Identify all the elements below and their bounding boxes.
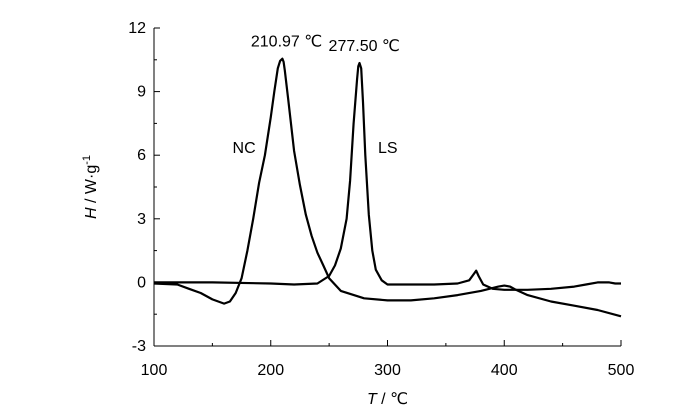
series-layer	[153, 57, 622, 318]
x-tick-label: 300	[374, 362, 401, 379]
y-axis-exponent: -1	[81, 155, 93, 165]
labels-layer: -3 0 3 6 9 12 100 200 300 400 500 210.97 ℃ 277.50 ℃ N…	[81, 20, 634, 408]
x-tick-label: 100	[141, 362, 168, 379]
peak-label-ls: 277.50 ℃	[329, 38, 400, 55]
y-axis-unit: / W·g	[83, 165, 100, 208]
y-tick-label: 12	[128, 20, 146, 37]
peak-label-nc: 210.97 ℃	[251, 34, 322, 51]
y-axis-title: H / W·g-1	[81, 155, 100, 219]
y-tick-label: 6	[137, 147, 146, 164]
x-axis-unit: / ℃	[377, 391, 408, 408]
series-line-ls	[154, 61, 621, 291]
axes-layer	[153, 27, 622, 347]
y-tick-label: 3	[137, 211, 146, 228]
x-tick-label: 500	[608, 362, 635, 379]
curve-label-nc: NC	[233, 140, 256, 157]
x-axis-var: T	[367, 391, 378, 408]
y-tick-label: -3	[132, 338, 146, 355]
y-tick-label: 0	[137, 274, 146, 291]
curve-label-ls: LS	[378, 140, 398, 157]
y-axis-var: H	[83, 207, 100, 219]
series-line-nc	[153, 57, 622, 318]
x-axis-title: T / ℃	[367, 391, 408, 408]
x-tick-label: 200	[257, 362, 284, 379]
y-tick-label: 9	[137, 84, 146, 101]
x-tick-label: 400	[491, 362, 518, 379]
